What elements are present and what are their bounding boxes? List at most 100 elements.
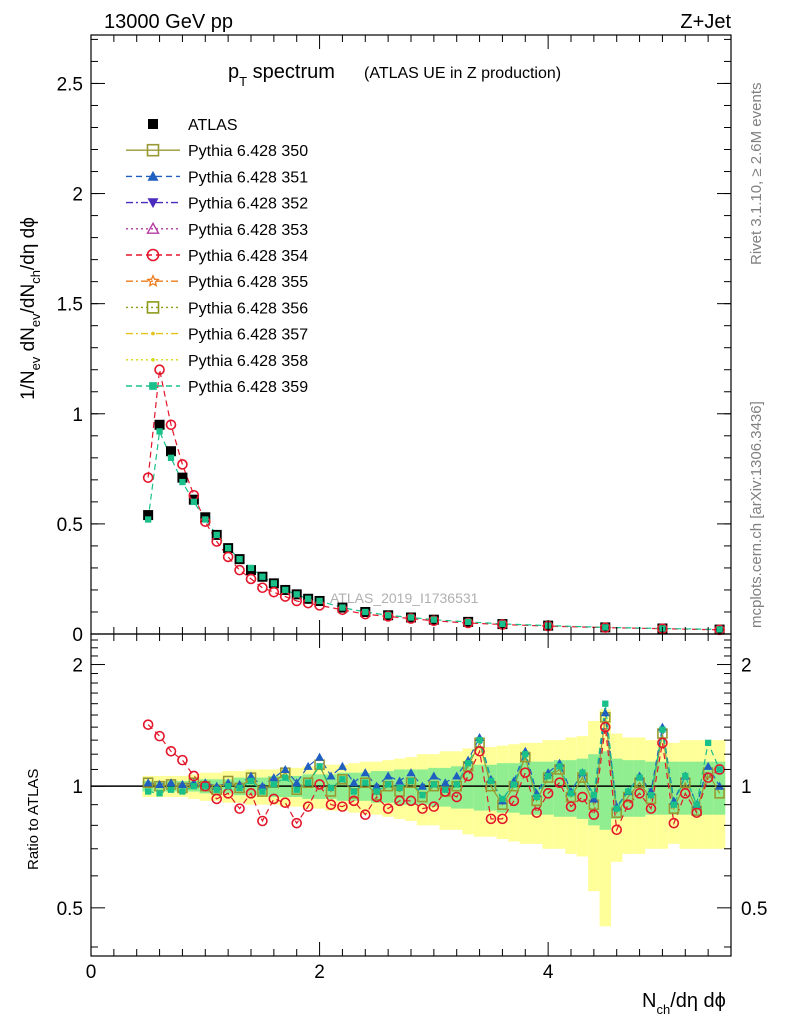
ratio-point: [202, 783, 209, 790]
data-point: [177, 472, 188, 483]
y-tick-label: 0: [72, 625, 83, 646]
legend-label: Pythia 6.428 350: [188, 143, 308, 160]
y-tick-label: 0.5: [57, 515, 83, 536]
ratio-point: [442, 786, 449, 793]
ratio-point: [440, 778, 450, 787]
ratio-point: [143, 778, 153, 787]
data-point: [259, 573, 266, 580]
y-tick-label: 2: [72, 185, 83, 206]
main-panel-frame: [90, 34, 732, 635]
legend-marker: [146, 274, 160, 287]
ratio-point: [428, 801, 440, 812]
legend-entry: Pythia 6.428 354: [126, 248, 308, 265]
ratio-point: [383, 771, 393, 780]
ratio-point: [156, 790, 163, 797]
ratio-point: [245, 788, 257, 799]
ratio-point: [144, 788, 152, 795]
uncertainty-band-inner: [576, 758, 589, 819]
data-point: [234, 564, 245, 576]
uncertainty-band-inner: [691, 761, 703, 815]
ratio-point: [485, 813, 497, 825]
legend-marker: [146, 301, 160, 314]
ratio-point: [282, 774, 289, 781]
ratio-point: [430, 781, 438, 788]
ratio-point: [602, 700, 609, 707]
main-panel: 0 0.5 1 1.5 2 2.5: [57, 34, 732, 646]
ratio-point: [636, 774, 643, 781]
ratio-point: [269, 773, 279, 782]
data-point: [282, 586, 289, 594]
x-tick-label: 2: [314, 962, 325, 983]
data-point: [716, 626, 723, 633]
ratio-point: [417, 803, 428, 814]
data-point: [268, 586, 280, 598]
data-point: [270, 580, 278, 587]
uncertainty-band-inner: [508, 763, 520, 813]
ratio-point: [659, 726, 666, 733]
ratio-y-tick-label: 1: [72, 777, 83, 798]
ratio-point: [668, 817, 680, 829]
ratio-point: [236, 784, 243, 792]
ratio-point: [362, 779, 369, 786]
legend-entry: Pythia 6.428 357: [126, 327, 308, 344]
ratio-point: [247, 777, 255, 785]
legend-entry: Pythia 6.428 359: [126, 379, 308, 396]
uncertainty-band-inner: [519, 761, 531, 815]
legend-label: Pythia 6.428 352: [188, 196, 308, 213]
data-point: [245, 573, 257, 585]
legend-entry: Pythia 6.428 351: [126, 169, 308, 186]
ratio-point: [565, 801, 577, 812]
data-point: [362, 608, 369, 616]
legend-label: Pythia 6.428 359: [188, 379, 308, 396]
data-point: [165, 419, 177, 431]
ratio-point: [590, 792, 598, 799]
legend-label: Pythia 6.428 358: [188, 353, 308, 370]
data-point: [499, 620, 506, 628]
ratio-point: [224, 783, 232, 790]
legend-label: Pythia 6.428 356: [188, 300, 308, 317]
ratio-point: [167, 786, 175, 793]
header-right: Z+Jet: [680, 11, 731, 33]
legend-marker: [148, 119, 158, 129]
data-point: [156, 428, 163, 435]
data-point: [213, 531, 220, 539]
ratio-point: [279, 797, 291, 809]
ratio-point: [293, 786, 300, 793]
legend-marker: [146, 248, 160, 262]
ratio-point: [405, 795, 417, 807]
legend-label: Pythia 6.428 354: [188, 248, 308, 265]
ratio-point: [624, 788, 632, 795]
ratio-point: [199, 780, 211, 792]
data-point: [384, 612, 392, 619]
x-tick-label: 0: [86, 962, 97, 983]
ratio-point: [234, 803, 245, 814]
plot-title: pT spectrum (ATLAS UE in Z production): [228, 61, 561, 89]
data-point: [405, 613, 417, 624]
series-line: [147, 429, 720, 630]
legend-marker: [149, 382, 157, 390]
ratio-point: [304, 779, 312, 786]
legend: ATLAS Pythia 6.428 350 Pythia 6.428 351 Pyt…: [126, 117, 308, 396]
ratio-point: [554, 777, 565, 789]
ratio-point: [589, 794, 599, 803]
ratio-point: [396, 784, 403, 792]
ratio-point: [373, 788, 380, 795]
legend-entry: Pythia 6.428 358: [126, 353, 308, 370]
data-point: [382, 611, 394, 622]
legend-marker: [151, 358, 155, 362]
ratio-point: [702, 772, 714, 783]
data-point: [166, 446, 176, 457]
ratio-point: [452, 771, 462, 780]
ratio-point: [326, 771, 336, 780]
ratio-point: [179, 788, 186, 795]
ratio-y-tick-label-right: 1: [741, 777, 752, 798]
uncertainty-band-inner: [702, 761, 714, 815]
ratio-point: [622, 799, 634, 810]
ratio-point: [657, 737, 668, 749]
ratio-point: [348, 795, 360, 807]
ratio-y-tick-label-right: 0.5: [741, 899, 767, 920]
legend-marker: [147, 198, 159, 209]
data-point: [202, 516, 209, 523]
title-paren: (ATLAS UE in Z production): [364, 65, 561, 82]
